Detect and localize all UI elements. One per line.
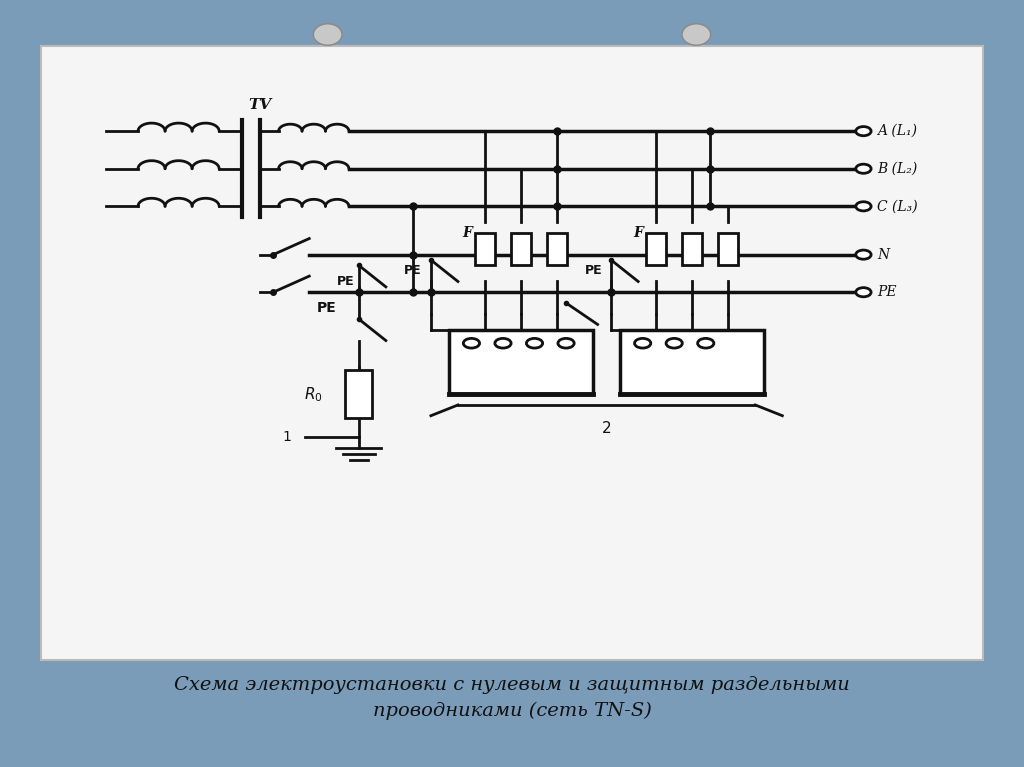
Bar bbox=[621, 330, 764, 394]
Text: PE: PE bbox=[404, 265, 422, 277]
Circle shape bbox=[558, 338, 574, 348]
Text: TV: TV bbox=[248, 98, 271, 113]
Circle shape bbox=[856, 250, 871, 259]
Bar bbox=[345, 370, 373, 419]
Circle shape bbox=[495, 338, 511, 348]
Text: A (L₁): A (L₁) bbox=[877, 124, 916, 138]
Circle shape bbox=[697, 338, 714, 348]
Circle shape bbox=[856, 202, 871, 211]
Circle shape bbox=[856, 164, 871, 173]
Text: B (L₂): B (L₂) bbox=[877, 162, 918, 176]
Text: PE: PE bbox=[316, 301, 336, 315]
Text: PE: PE bbox=[585, 265, 602, 277]
Bar bbox=[449, 330, 593, 394]
Text: A1: A1 bbox=[460, 375, 478, 388]
Bar bbox=[547, 233, 567, 265]
Bar bbox=[646, 233, 666, 265]
Bar bbox=[719, 233, 738, 265]
Text: F: F bbox=[462, 226, 472, 240]
Text: A2: A2 bbox=[631, 375, 649, 388]
Circle shape bbox=[526, 338, 543, 348]
Bar bbox=[475, 233, 495, 265]
Text: N: N bbox=[877, 248, 889, 262]
Text: 2: 2 bbox=[602, 421, 611, 436]
Circle shape bbox=[856, 288, 871, 297]
Text: Схема электроустановки с нулевым и защитным раздельными
проводниками (сеть TN-S): Схема электроустановки с нулевым и защит… bbox=[174, 676, 850, 719]
Circle shape bbox=[666, 338, 682, 348]
Circle shape bbox=[635, 338, 651, 348]
Text: PE: PE bbox=[877, 285, 896, 299]
Bar bbox=[511, 233, 530, 265]
Text: F: F bbox=[633, 226, 643, 240]
Bar bbox=[682, 233, 702, 265]
Circle shape bbox=[856, 127, 871, 136]
Text: 1: 1 bbox=[283, 430, 291, 444]
Text: PE: PE bbox=[337, 275, 354, 288]
Circle shape bbox=[463, 338, 479, 348]
Text: C (L₃): C (L₃) bbox=[877, 199, 918, 213]
Text: $R_0$: $R_0$ bbox=[304, 385, 323, 403]
